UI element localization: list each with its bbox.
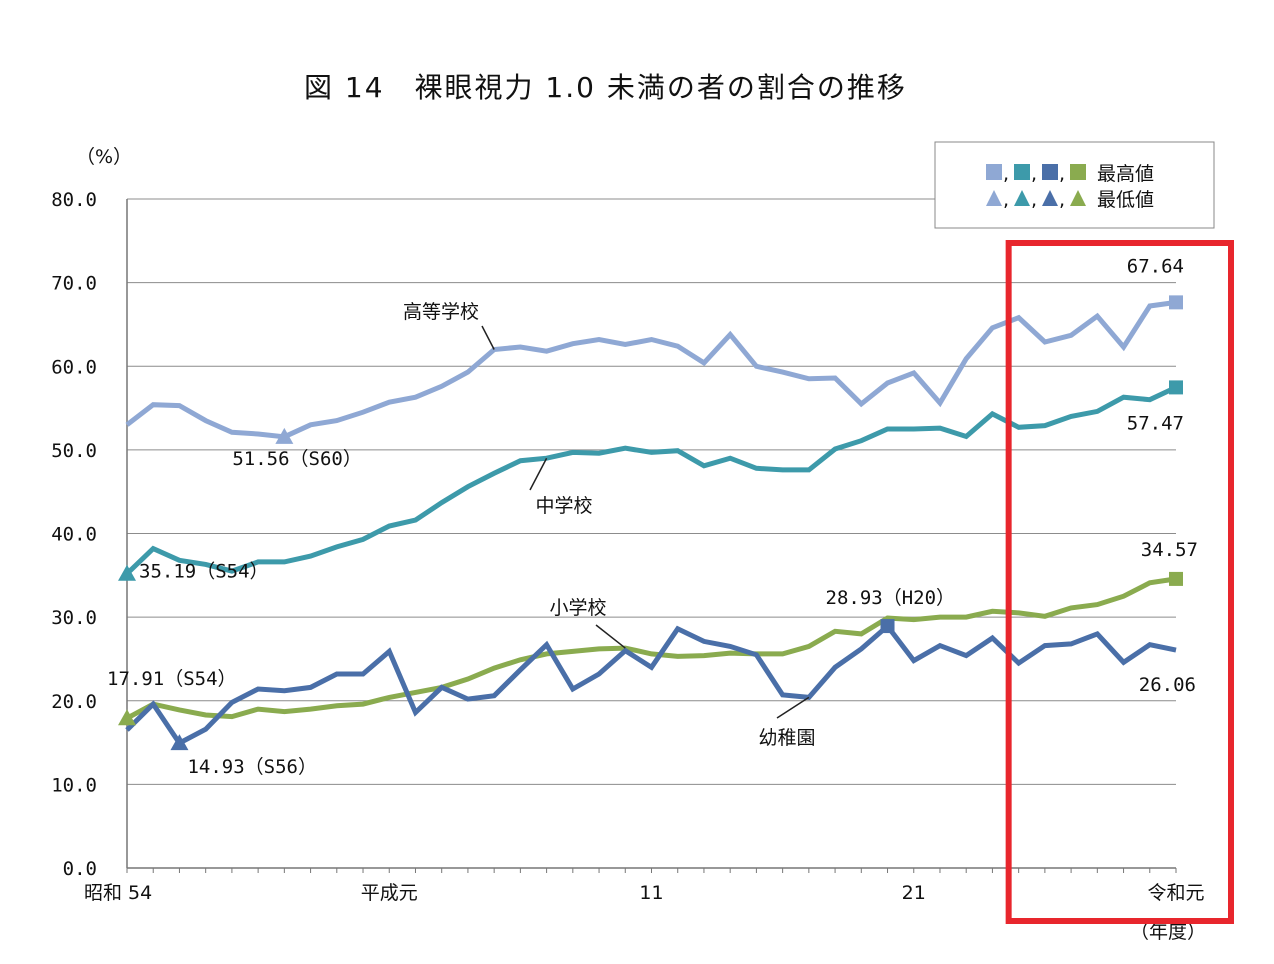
- data-label: 35.19（S54）: [139, 561, 269, 583]
- series-line-3: [125, 622, 1177, 747]
- y-tick-label: 50.0: [51, 440, 97, 462]
- y-tick-label: 80.0: [51, 189, 97, 211]
- chart-title: 図 14 裸眼視力 1.0 未満の者の割合の推移: [304, 71, 907, 104]
- y-tick-label: 0.0: [63, 858, 97, 880]
- series-leader-line: [529, 457, 548, 491]
- legend-separator: ,: [1003, 189, 1009, 211]
- max-marker-0: [1169, 295, 1183, 310]
- data-label: 14.93（S56）: [187, 756, 317, 778]
- highlight-rect: [1005, 240, 1235, 924]
- series-lines: [125, 299, 1178, 747]
- series-label: 中学校: [535, 495, 592, 517]
- data-label: 34.57: [1141, 539, 1198, 561]
- data-label: 26.06: [1139, 674, 1196, 696]
- series-leader-line: [595, 624, 626, 649]
- y-tick-label: 20.0: [51, 691, 97, 713]
- y-tick-label: 60.0: [51, 356, 97, 378]
- legend-min-swatch: [986, 190, 1002, 206]
- y-tick-label: 10.0: [51, 774, 97, 796]
- series-line-1: [125, 385, 1178, 576]
- series-label: 高等学校: [403, 301, 479, 323]
- legend-separator: ,: [1031, 189, 1037, 211]
- legend-min-swatch: [1042, 190, 1058, 206]
- series-label: 幼稚園: [758, 727, 815, 749]
- y-tick-label: 40.0: [51, 524, 97, 546]
- data-label: 28.93（H20）: [826, 587, 956, 609]
- x-tick-label: 11: [639, 882, 663, 904]
- x-tick-label: 昭和 54: [84, 882, 152, 904]
- x-tick-label: 令和元: [1147, 882, 1204, 904]
- x-tick-label: 21: [902, 882, 926, 904]
- legend-min-swatch: [1014, 190, 1030, 206]
- y-tick-label: 30.0: [51, 607, 97, 629]
- max-marker-1: [1169, 380, 1183, 395]
- legend-max-swatch: [986, 164, 1002, 180]
- legend-separator: ,: [1059, 163, 1065, 185]
- axes: 0.0 10.0 20.0 30.0 40.0 50.0 60.0 70.0 80.0 昭和 54…: [51, 189, 1204, 904]
- series-leader-line: [481, 325, 495, 350]
- min-marker-3: [170, 734, 189, 751]
- y-tick-label: 70.0: [51, 273, 97, 295]
- data-label: 57.47: [1127, 412, 1184, 434]
- gridlines: [127, 198, 1176, 785]
- series-line-0: [125, 299, 1177, 440]
- legend-min-label: 最低値: [1097, 189, 1154, 211]
- series-line-2: [125, 576, 1177, 721]
- max-marker-2: [1169, 571, 1183, 586]
- legend-separator: ,: [1003, 163, 1009, 185]
- data-label: 17.91（S54）: [107, 668, 237, 690]
- x-tick-label: 平成元: [361, 882, 418, 904]
- extreme-markers: [118, 295, 1183, 751]
- legend-max-swatch: [1070, 164, 1086, 180]
- max-marker-3: [880, 619, 895, 634]
- legend-box: [934, 141, 1215, 229]
- legend-max-swatch: [1042, 164, 1058, 180]
- legend-min-swatch: [1070, 190, 1086, 206]
- min-marker-2: [118, 709, 136, 726]
- legend-max-label: 最高値: [1097, 163, 1154, 185]
- data-label: 67.64: [1127, 255, 1184, 277]
- series-label: 小学校: [549, 597, 606, 619]
- y-axis-unit-label: （%）: [76, 146, 132, 168]
- data-label: 51.56（S60）: [232, 448, 362, 470]
- highlight-box: [1005, 240, 1235, 924]
- series-leader-line: [776, 696, 810, 719]
- legend-separator: ,: [1059, 189, 1065, 211]
- annotations: 67.64 51.56（S60） 57.47 35.19（S54） 34.57 17.91…: [107, 255, 1198, 778]
- legend-max-swatch: [1014, 164, 1030, 180]
- min-marker-0: [275, 427, 294, 444]
- x-axis-unit-label: （年度）: [1130, 921, 1206, 943]
- legend-separator: ,: [1031, 163, 1037, 185]
- min-marker-1: [118, 564, 136, 581]
